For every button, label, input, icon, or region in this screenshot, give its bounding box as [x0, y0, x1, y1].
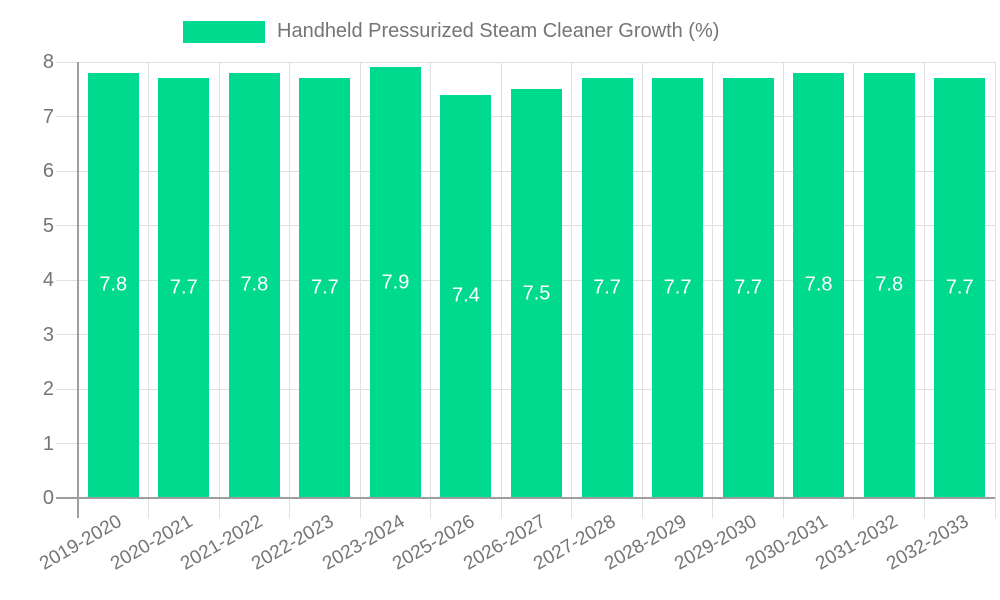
- bar-value-label: 7.7: [169, 276, 198, 299]
- y-axis-tick-label: 3: [42, 323, 54, 346]
- bar-value-label: 7.7: [734, 276, 763, 299]
- x-gridline: [712, 62, 714, 518]
- x-gridline: [923, 62, 925, 518]
- bar[interactable]: 7.9: [369, 67, 421, 498]
- x-gridline: [218, 62, 220, 518]
- bar[interactable]: 7.4: [440, 94, 492, 498]
- x-gridline: [430, 62, 432, 518]
- x-gridline: [359, 62, 361, 518]
- bar-value-label: 7.7: [663, 276, 692, 299]
- y-axis-tick-label: 2: [42, 378, 54, 400]
- bar-value-label: 7.7: [945, 276, 974, 299]
- plot-area: 0 1 2 3 4 5 6 7 8 7.8 2019-2020 7.7 2020-2021 7.8 2021…: [37, 51, 996, 575]
- bar-value-label: 7.5: [522, 282, 551, 305]
- bar-value-label: 7.8: [804, 273, 833, 296]
- bar-value-label: 7.8: [240, 273, 269, 296]
- x-gridline: [853, 62, 855, 518]
- x-gridline: [289, 62, 291, 518]
- y-gridline: [56, 61, 995, 63]
- bar-value-label: 7.8: [875, 273, 904, 296]
- x-gridline: [571, 62, 573, 518]
- x-gridline: [148, 62, 150, 518]
- bar[interactable]: 7.7: [652, 78, 704, 498]
- y-axis-tick-label: 6: [42, 160, 54, 182]
- y-axis-tick-label: 5: [42, 214, 54, 237]
- bar[interactable]: 7.8: [228, 72, 280, 498]
- legend-swatch: [183, 20, 265, 43]
- x-gridline: [994, 62, 996, 518]
- bar-value-label: 7.7: [310, 276, 339, 299]
- bar[interactable]: 7.8: [87, 72, 139, 498]
- bar[interactable]: 7.7: [581, 78, 633, 498]
- y-axis-tick-label: 7: [42, 105, 54, 128]
- y-axis-tick-label: 0: [42, 487, 54, 509]
- x-gridline: [641, 62, 643, 518]
- bar[interactable]: 7.7: [934, 78, 986, 498]
- bar-value-label: 7.7: [593, 276, 621, 299]
- x-gridline: [782, 62, 784, 518]
- bar[interactable]: 7.8: [793, 72, 845, 498]
- legend-label: Handheld Pressurized Steam Cleaner Growt…: [277, 20, 720, 42]
- x-gridline: [500, 62, 502, 518]
- legend-item[interactable]: Handheld Pressurized Steam Cleaner Growt…: [183, 20, 719, 43]
- y-axis-line: [77, 62, 79, 518]
- bar[interactable]: 7.5: [511, 89, 562, 498]
- y-axis-tick-label: 1: [42, 432, 54, 455]
- bar[interactable]: 7.7: [158, 78, 210, 498]
- x-axis-line: [56, 497, 995, 499]
- bar[interactable]: 7.7: [299, 78, 351, 498]
- bar-value-label: 7.9: [381, 271, 410, 294]
- bar-value-label: 7.4: [452, 284, 480, 307]
- bar-value-label: 7.8: [99, 273, 128, 296]
- y-axis-tick-label: 4: [42, 269, 54, 291]
- bar[interactable]: 7.7: [722, 78, 774, 498]
- y-axis-tick-label: 8: [42, 51, 54, 73]
- bar[interactable]: 7.8: [863, 72, 915, 498]
